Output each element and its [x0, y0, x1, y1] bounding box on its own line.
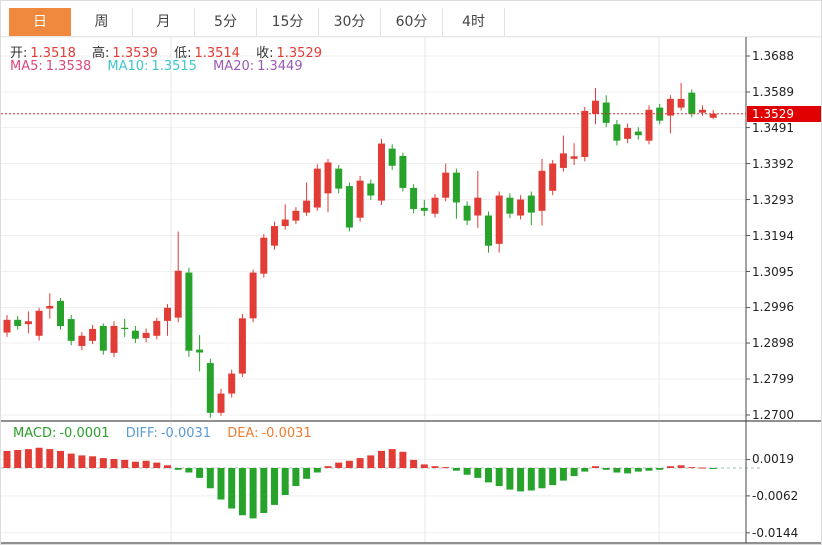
candles-layer — [3, 82, 717, 418]
tab-4hour[interactable]: 4时 — [443, 8, 505, 36]
gridlines — [1, 37, 746, 543]
price-tick-label: 1.3392 — [752, 156, 794, 171]
macd-layer — [1, 447, 761, 519]
tab-month[interactable]: 月 — [133, 8, 195, 36]
ma-lines-layer — [1, 113, 746, 115]
ma-legend: MA5: 1.3538 MA10: 1.3515 MA20: 1.3449 — [10, 59, 303, 74]
macd-tick-label: 0.0019 — [752, 452, 794, 467]
chart-plot-area[interactable] — [1, 37, 746, 543]
price-tick-label: 1.3095 — [752, 264, 794, 279]
macd-value: -0.0001 — [59, 426, 110, 441]
price-tick-label: 1.2700 — [752, 408, 794, 422]
macd-tick-label: -0.0144 — [752, 525, 799, 540]
open-value: 1.3518 — [30, 46, 76, 61]
tab-week[interactable]: 周 — [71, 8, 133, 36]
ma5-value: 1.3538 — [45, 59, 92, 74]
ma5-label: MA5: — [10, 59, 43, 74]
diff-value: -0.0031 — [160, 426, 212, 441]
tab-5min[interactable]: 5分 — [195, 8, 257, 36]
price-tick-label: 1.2996 — [752, 300, 794, 315]
high-value: 1.3539 — [112, 46, 158, 61]
ma20-label: MA20: — [213, 59, 255, 74]
close-value: 1.3529 — [276, 46, 322, 61]
price-tick-label: 1.3491 — [752, 120, 794, 135]
tab-30min[interactable]: 30分 — [319, 8, 381, 36]
price-tick-label: 1.2898 — [752, 336, 794, 351]
price-tick-label: 1.3194 — [752, 228, 794, 243]
price-tick-label: 1.2799 — [752, 372, 794, 386]
ma20-value: 1.3449 — [257, 59, 303, 74]
low-value: 1.3514 — [194, 46, 240, 61]
diff-label: DIFF: — [125, 426, 158, 441]
price-tick-label: 1.3688 — [752, 49, 794, 63]
ohlc-legend: 开: 1.3518 高: 1.3539 低: 1.3514 收: 1.3529 — [10, 42, 322, 61]
low-label: 低: — [174, 46, 192, 61]
ma10-label: MA10: — [107, 59, 149, 74]
price-tick-label: 1.3589 — [752, 85, 794, 99]
macd-legend: MACD: -0.0001 DIFF: -0.0031 DEA: -0.0031 — [13, 426, 312, 441]
timeframe-tabbar: 日周月 5分 15分 30分 60分 4时 — [1, 1, 821, 37]
ma10-value: 1.3515 — [151, 59, 197, 74]
last-price-badge: 1.3529 — [747, 105, 821, 122]
macd-label: MACD: — [13, 426, 57, 441]
close-label: 收: — [256, 46, 274, 61]
macd-tick-label: -0.0062 — [752, 488, 799, 503]
tab-day[interactable]: 日 — [9, 8, 71, 36]
axis-layer — [1, 36, 821, 544]
tab-60min[interactable]: 60分 — [381, 8, 443, 36]
high-label: 高: — [92, 46, 110, 61]
tab-15min[interactable]: 15分 — [257, 8, 319, 36]
price-tick-label: 1.3293 — [752, 192, 794, 207]
dea-value: -0.0031 — [261, 426, 312, 441]
dea-label: DEA: — [227, 426, 259, 441]
open-label: 开: — [10, 46, 28, 61]
